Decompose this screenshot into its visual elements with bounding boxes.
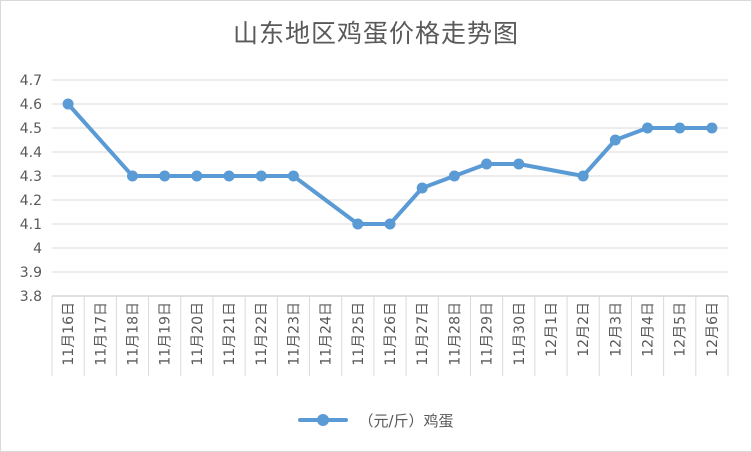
data-point [255, 170, 267, 182]
legend-label: （元/斤）鸡蛋 [358, 411, 454, 430]
x-tick-label: 11月28日 [447, 302, 463, 366]
y-tick-label: 4.2 [20, 193, 42, 209]
data-point [159, 170, 171, 182]
data-point [642, 122, 654, 134]
y-tick-label: 4.1 [20, 217, 42, 233]
y-tick-label: 3.8 [20, 289, 42, 305]
data-point [352, 218, 364, 230]
legend: （元/斤）鸡蛋 [0, 408, 752, 432]
y-tick-label: 3.9 [20, 265, 42, 281]
x-tick-label: 11月20日 [190, 302, 206, 366]
data-point [481, 158, 493, 170]
data-point [384, 218, 396, 230]
x-tick-label: 11月18日 [125, 302, 141, 366]
series-line-group [62, 98, 718, 230]
y-tick-label: 4.6 [20, 97, 42, 113]
x-tick-label: 11月24日 [319, 302, 335, 366]
grid-lines [52, 79, 728, 297]
x-tick-label: 12月4日 [641, 302, 657, 357]
data-point [126, 170, 138, 182]
x-tick-labels: 11月16日 11月17日 11月18日 11月19日 11月20日 11月21日 11月2… [61, 302, 721, 366]
data-point [706, 122, 718, 134]
x-tick-label: 11月29日 [480, 302, 496, 366]
x-tick-label: 11月17日 [93, 302, 109, 366]
y-tick-label: 4 [33, 241, 42, 257]
x-tick-label: 12月6日 [705, 302, 721, 357]
data-point [674, 122, 686, 134]
x-tick-label: 11月26日 [383, 302, 399, 366]
x-tick-label: 12月2日 [576, 302, 592, 357]
data-point [223, 170, 235, 182]
x-category-dividers [51, 296, 729, 376]
x-tick-label: 11月30日 [512, 302, 528, 366]
data-point [287, 170, 299, 182]
chart-title: 山东地区鸡蛋价格走势图 [232, 19, 519, 48]
x-tick-label: 12月5日 [673, 302, 689, 357]
data-point [191, 170, 203, 182]
data-point [513, 158, 525, 170]
y-tick-label: 4.5 [20, 121, 42, 137]
x-tick-label: 12月3日 [608, 302, 624, 357]
series-line [66, 102, 714, 226]
x-tick-label: 11月22日 [254, 302, 270, 366]
x-tick-label: 11月25日 [351, 302, 367, 366]
x-tick-label: 11月23日 [286, 302, 302, 366]
x-tick-label: 11月16日 [61, 302, 77, 366]
y-tick-label: 4.4 [20, 145, 42, 161]
data-point [577, 170, 589, 182]
x-tick-label: 12月1日 [544, 302, 560, 357]
x-tick-label: 11月27日 [415, 302, 431, 366]
legend-swatch-icon [298, 414, 349, 426]
y-tick-labels: 3.8 3.9 4 4.1 4.2 4.3 4.4 4.5 4.6 4.7 [20, 73, 42, 305]
data-point [609, 134, 621, 146]
data-point [448, 170, 460, 182]
x-tick-label: 11月19日 [158, 302, 174, 366]
y-tick-label: 4.3 [20, 169, 42, 185]
data-point [62, 98, 74, 110]
x-tick-label: 11月21日 [222, 302, 238, 366]
y-tick-label: 4.7 [20, 73, 42, 89]
data-point [416, 182, 428, 194]
